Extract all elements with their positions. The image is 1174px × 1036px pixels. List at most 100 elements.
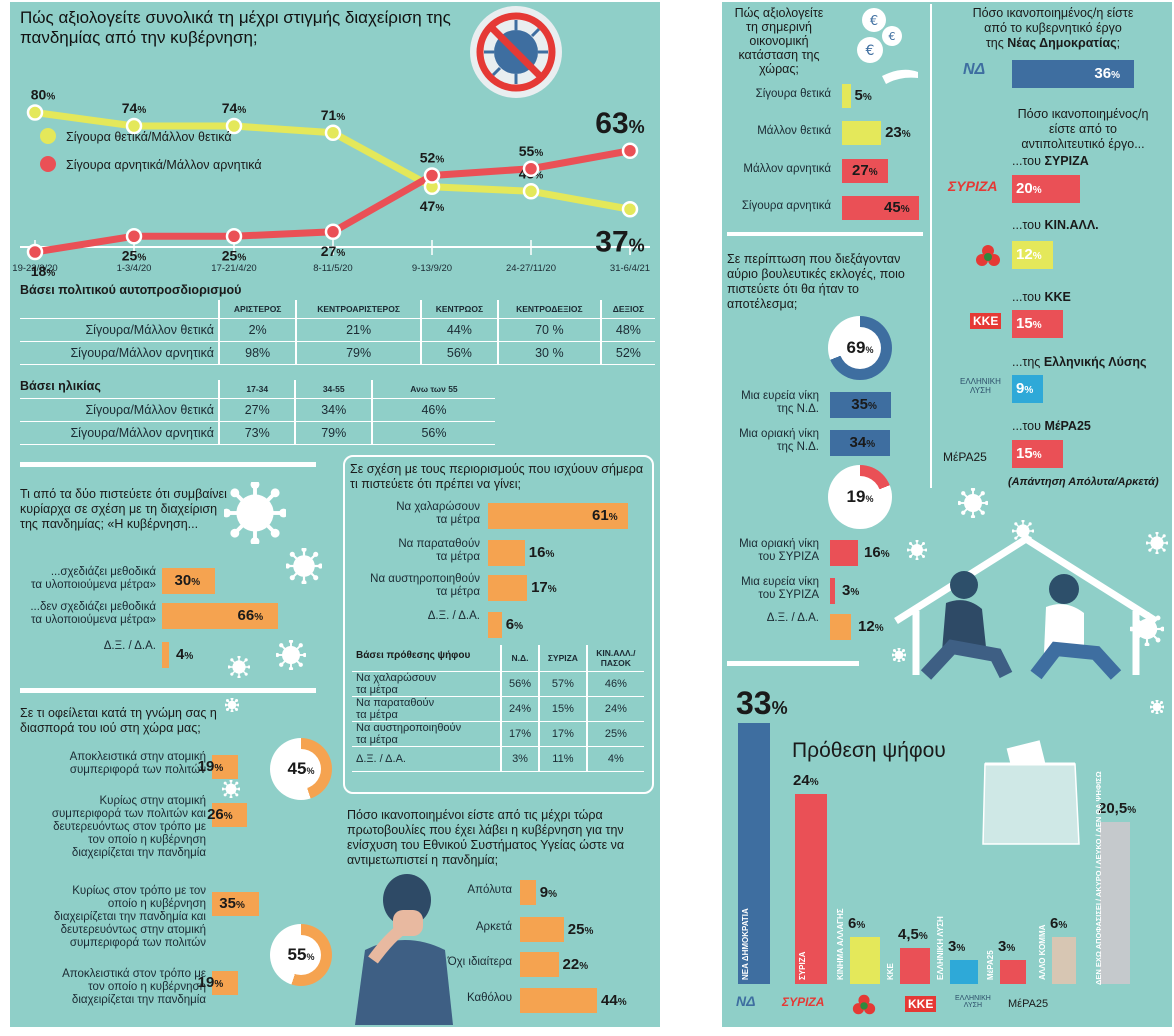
bar-value: 35% [219, 895, 245, 912]
table-row: Να αυστηροποιηθούν τα μέτρα 17% 17% 25% [352, 721, 644, 747]
donut-55: 55% [270, 924, 332, 986]
bar-label: Να αυστηροποιηθούν τα μέτρα [370, 573, 480, 598]
table-header-row: ΑΡΙΣΤΕΡΟΣ ΚΕΝΤΡΟΑΡΙΣΤΕΡΟΣ ΚΕΝΤΡΩΟΣ ΚΕΝΤΡΟΔΕ… [20, 300, 655, 319]
bar [212, 892, 260, 916]
data-point [125, 228, 143, 245]
vote-bar-label: ΚΙΝΗΜΑ ΑΛΛΑΓΗΣ [836, 908, 845, 980]
x-tick-label: 1-3/4/20 [117, 263, 152, 274]
header-cell [20, 300, 219, 319]
bar [830, 392, 892, 418]
bar-label: ...δεν σχεδιάζει μεθοδικά τα υλοποιούμεν… [30, 601, 156, 626]
data-label: 25% [122, 247, 147, 263]
bar-value: 30% [174, 572, 201, 589]
donut-55-label: 55% [281, 935, 321, 975]
table-row: Σίγουρα/Μάλλον θετικά 2% 21% 44% 70 % 48% [20, 318, 655, 342]
bar-label: Όχι ιδιαίτερα [447, 956, 512, 968]
restrictions-question: Σε σχέση με τους περιορισμούς που ισχύου… [350, 462, 644, 491]
bar-value: 27% [852, 162, 878, 179]
vote-kinall-logo-icon [851, 992, 877, 1018]
bar [1012, 241, 1053, 269]
header-cell: Ανω των 55 [370, 380, 495, 399]
data-point [423, 167, 441, 184]
divider [727, 232, 923, 236]
table-cell: 17% [499, 721, 540, 747]
data-point [621, 201, 639, 218]
spread-question: Σε τι οφείλεται κατά τη γνώμη σας η διασ… [20, 706, 217, 735]
data-point [522, 160, 540, 177]
bar [830, 578, 836, 604]
bar [842, 196, 919, 220]
bar [520, 988, 597, 1013]
legend-negative-swatch [40, 156, 56, 172]
data-point [225, 117, 243, 135]
table-cell: 56% [499, 671, 540, 697]
age-table: 17-34 34-55 Ανω των 55 Σίγουρα/Μάλλον θετικ… [20, 380, 495, 445]
donut-69-label: 69% [839, 327, 881, 369]
house-couple-illustration [886, 525, 1172, 695]
bar [1012, 440, 1063, 468]
virus-icon [221, 779, 241, 799]
data-label: 74% [222, 100, 247, 116]
bar-value: 12% [858, 618, 884, 635]
table-cell: 70 % [496, 318, 601, 342]
vote-bar [1100, 822, 1130, 984]
legend-positive-swatch [40, 128, 56, 144]
vote-bar-value: 20,5% [1098, 800, 1137, 818]
bar [1012, 175, 1080, 203]
vote-bar-label: ΑΛΛΟ ΚΟΜΜΑ [1038, 924, 1047, 980]
header-cell [352, 645, 501, 672]
opp-mera-label: ...του ΜέΡΑ25 [1012, 419, 1091, 433]
bar-value: 17% [531, 579, 557, 596]
bar [212, 971, 238, 995]
mera-logo: ΜέΡΑ25 [943, 450, 987, 464]
line-chart-title: Πώς αξιολογείτε συνολικά τη μέχρι στιγμή… [20, 8, 451, 47]
data-label: 63% [595, 107, 644, 140]
virus-icon [275, 639, 307, 671]
virus-icon [1145, 531, 1169, 555]
header-cell: ΑΡΙΣΤΕΡΟΣ [217, 300, 297, 319]
donut-45-label: 45% [281, 749, 321, 789]
data-label: 25% [222, 247, 247, 263]
table-cell: 11% [538, 746, 587, 772]
table-cell: 25% [585, 721, 644, 747]
bar-label: Σίγουρα θετικά [755, 88, 831, 100]
virus-icon [906, 539, 928, 561]
vote-bar-value: 3% [948, 938, 966, 956]
header-cell: ΚΕΝΤΡΟΑΡΙΣΤΕΡΟΣ [295, 300, 421, 319]
method-question: Τι από τα δύο πιστεύετε ότι συμβαίνει κυ… [20, 487, 227, 531]
svg-text:€: € [870, 14, 878, 29]
bar-value: 66% [237, 607, 264, 624]
table-cell: 56% [419, 341, 498, 365]
bar [1012, 375, 1043, 403]
data-point [125, 117, 143, 135]
vote-kke-logo: ΚΚΕ [905, 996, 937, 1012]
data-label: 71% [321, 107, 346, 123]
table-cell: 56% [370, 421, 495, 445]
vote-bar [950, 960, 978, 984]
vote-bar [1000, 960, 1026, 984]
line-chart: 19-22/3/20 1-3/4/20 17-21/4/20 8-11/5/20 9-1… [12, 87, 650, 280]
row-label: Δ.Ξ. / Δ.Α. [352, 746, 501, 772]
bar [488, 575, 528, 601]
bar [830, 430, 890, 456]
virus-icon [222, 480, 288, 546]
vote-bar-value: 33% [736, 685, 788, 722]
data-point [225, 228, 243, 245]
row-label: Να παραταθούν τα μέτρα [352, 696, 501, 722]
bar-value: 22% [562, 955, 589, 973]
political-table: ΑΡΙΣΤΕΡΟΣ ΚΕΝΤΡΟΑΡΙΣΤΕΡΟΣ ΚΕΝΤΡΩΟΣ ΚΕΝΤΡΟΔΕ… [20, 300, 655, 365]
x-tick-label: 24-27/11/20 [506, 263, 556, 274]
bar-value: 19% [197, 758, 224, 775]
svg-text:€: € [889, 30, 896, 43]
table-cell: 73% [217, 421, 296, 445]
vote-bar [850, 936, 880, 984]
bar [488, 540, 525, 566]
bar-label: Μάλλον θετικά [757, 125, 831, 137]
bar [1012, 310, 1063, 338]
bar [842, 84, 851, 108]
bar-value: 16% [528, 544, 555, 561]
table-cell: 30 % [496, 341, 601, 365]
vote-mera-logo: ΜέΡΑ25 [1008, 998, 1049, 1010]
header-cell: Ν.Δ. [499, 645, 540, 672]
bar-label: Αποκλειστικά στον τρόπο με τον οποίο η κ… [62, 968, 206, 1006]
